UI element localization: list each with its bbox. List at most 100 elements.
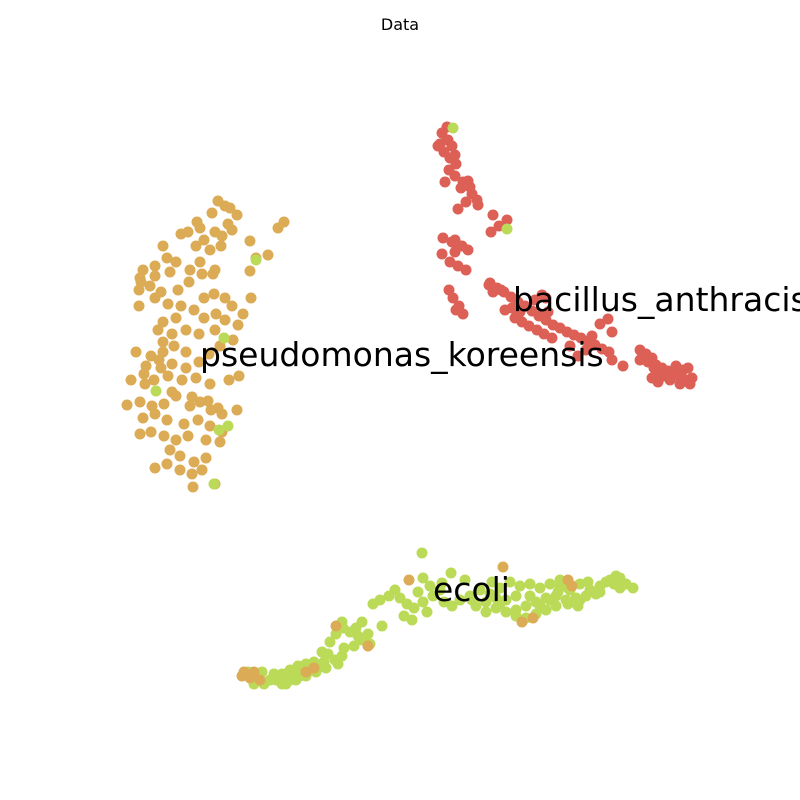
point-bacillus-anthracis: [446, 140, 458, 152]
point-ecoli: [417, 596, 429, 608]
point-pseudomonas-koreensis: [161, 414, 173, 426]
point-pseudomonas-koreensis: [194, 396, 206, 408]
point-bacillus-anthracis: [437, 232, 449, 244]
point-pseudomonas-koreensis: [157, 240, 169, 252]
point-ecoli: [250, 254, 262, 266]
point-pseudomonas-koreensis: [180, 362, 192, 374]
point-pseudomonas-koreensis: [174, 464, 186, 476]
point-pseudomonas-koreensis: [248, 666, 260, 678]
point-bacillus-anthracis: [460, 264, 472, 276]
point-ecoli: [412, 586, 424, 598]
point-bacillus-anthracis: [449, 170, 461, 182]
point-pseudomonas-koreensis: [149, 408, 161, 420]
point-pseudomonas-koreensis: [516, 616, 528, 628]
point-pseudomonas-koreensis: [202, 395, 214, 407]
point-ecoli: [330, 628, 342, 640]
point-ecoli: [544, 578, 556, 590]
point-ecoli: [574, 594, 586, 606]
point-bacillus-anthracis: [606, 354, 618, 366]
point-pseudomonas-koreensis: [190, 240, 202, 252]
point-bacillus-anthracis: [586, 330, 598, 342]
point-pseudomonas-koreensis: [175, 300, 187, 312]
point-pseudomonas-koreensis: [145, 426, 157, 438]
point-pseudomonas-koreensis: [214, 436, 226, 448]
point-pseudomonas-koreensis: [152, 324, 164, 336]
point-pseudomonas-koreensis: [157, 316, 169, 328]
point-pseudomonas-koreensis: [196, 268, 208, 280]
point-bacillus-anthracis: [572, 350, 584, 362]
point-pseudomonas-koreensis: [161, 458, 173, 470]
point-pseudomonas-koreensis: [168, 340, 180, 352]
point-pseudomonas-koreensis: [170, 312, 182, 324]
point-ecoli: [222, 420, 234, 432]
point-pseudomonas-koreensis: [149, 292, 161, 304]
point-pseudomonas-koreensis: [166, 386, 178, 398]
point-pseudomonas-koreensis: [134, 272, 146, 284]
point-ecoli: [336, 650, 348, 662]
point-pseudomonas-koreensis: [149, 260, 161, 272]
point-pseudomonas-koreensis: [138, 368, 150, 380]
point-ecoli: [208, 478, 220, 490]
point-pseudomonas-koreensis: [182, 226, 194, 238]
point-pseudomonas-koreensis: [244, 265, 256, 277]
point-pseudomonas-koreensis: [224, 202, 236, 214]
point-ecoli: [501, 223, 513, 235]
point-pseudomonas-koreensis: [178, 418, 190, 430]
point-bacillus-anthracis: [670, 360, 682, 372]
point-ecoli: [486, 576, 498, 588]
point-pseudomonas-koreensis: [226, 224, 238, 236]
point-pseudomonas-koreensis: [237, 308, 249, 320]
point-ecoli: [356, 616, 368, 628]
point-pseudomonas-koreensis: [231, 404, 243, 416]
point-pseudomonas-koreensis: [210, 308, 222, 320]
point-pseudomonas-koreensis: [125, 374, 137, 386]
point-pseudomonas-koreensis: [180, 346, 192, 358]
point-bacillus-anthracis: [439, 176, 451, 188]
point-ecoli: [544, 594, 556, 606]
point-pseudomonas-koreensis: [206, 207, 218, 219]
point-pseudomonas-koreensis: [191, 216, 203, 228]
point-pseudomonas-koreensis: [236, 670, 248, 682]
point-pseudomonas-koreensis: [155, 362, 167, 374]
point-pseudomonas-koreensis: [144, 280, 156, 292]
point-bacillus-anthracis: [564, 340, 576, 352]
point-pseudomonas-koreensis: [209, 324, 221, 336]
point-pseudomonas-koreensis: [149, 270, 161, 282]
point-ecoli: [562, 598, 574, 610]
point-ecoli: [554, 574, 566, 586]
point-pseudomonas-koreensis: [166, 358, 178, 370]
point-pseudomonas-koreensis: [208, 288, 220, 300]
point-bacillus-anthracis: [447, 292, 459, 304]
point-ecoli: [524, 578, 536, 590]
point-bacillus-anthracis: [546, 332, 558, 344]
point-pseudomonas-koreensis: [196, 464, 208, 476]
point-ecoli: [424, 580, 436, 592]
point-ecoli: [627, 582, 639, 594]
point-ecoli: [552, 586, 564, 598]
point-pseudomonas-koreensis: [278, 216, 290, 228]
point-pseudomonas-koreensis: [182, 430, 194, 442]
cluster-label-pseudomonas-koreensis: pseudomonas_koreensis: [200, 335, 604, 374]
point-bacillus-anthracis: [487, 209, 499, 221]
point-pseudomonas-koreensis: [134, 428, 146, 440]
point-pseudomonas-koreensis: [198, 312, 210, 324]
point-pseudomonas-koreensis: [403, 574, 415, 586]
point-ecoli: [416, 547, 428, 559]
point-bacillus-anthracis: [580, 344, 592, 356]
point-ecoli: [367, 598, 379, 610]
point-ecoli: [150, 385, 162, 397]
point-ecoli: [474, 584, 486, 596]
point-pseudomonas-koreensis: [158, 430, 170, 442]
point-ecoli: [438, 596, 450, 608]
point-pseudomonas-koreensis: [231, 209, 243, 221]
point-pseudomonas-koreensis: [172, 284, 184, 296]
point-bacillus-anthracis: [452, 203, 464, 215]
point-ecoli: [514, 580, 526, 592]
point-ecoli: [504, 576, 516, 588]
point-ecoli: [445, 567, 457, 579]
point-ecoli: [500, 606, 512, 618]
point-pseudomonas-koreensis: [183, 276, 195, 288]
cluster-label-ecoli: ecoli: [433, 570, 510, 609]
point-bacillus-anthracis: [606, 326, 618, 338]
